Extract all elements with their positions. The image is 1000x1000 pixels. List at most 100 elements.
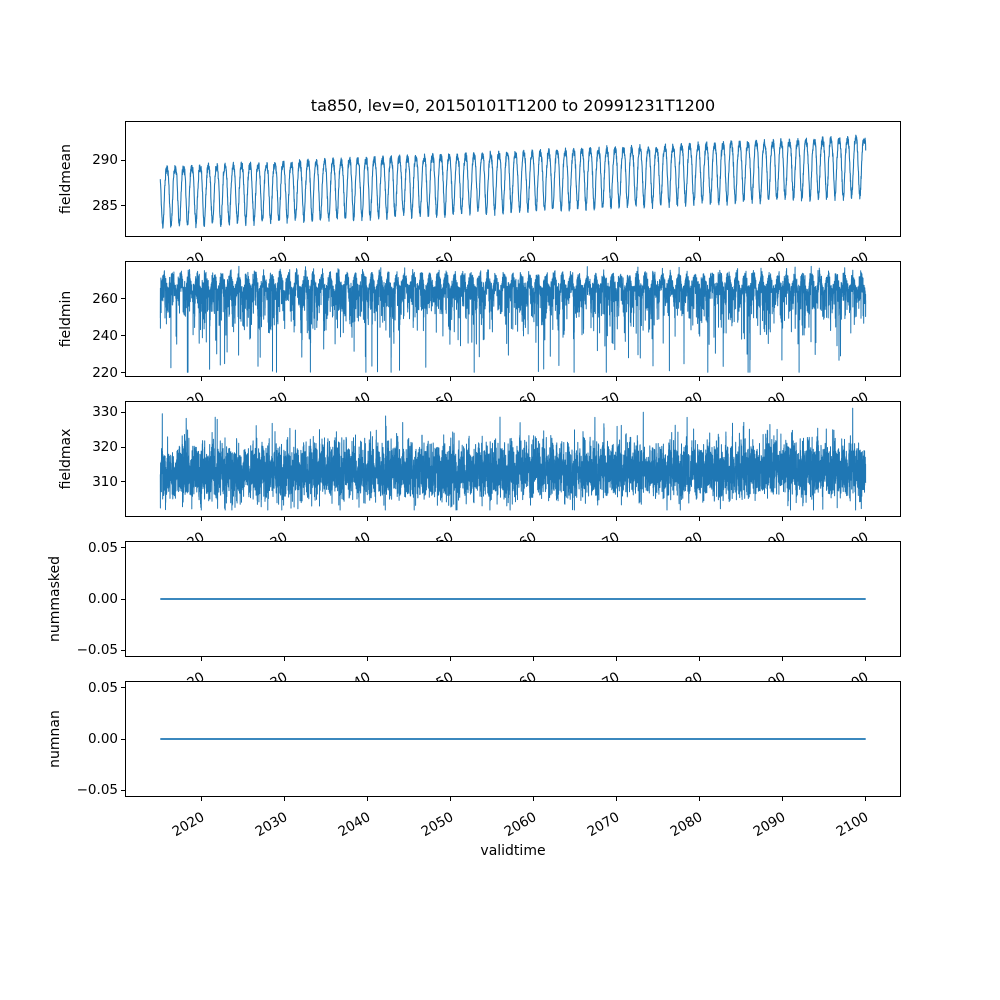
x-tickmark: [865, 797, 867, 801]
x-tick-label: 2100: [833, 249, 872, 281]
x-tickmark: [367, 237, 369, 241]
y-tick-label: −0.05: [76, 642, 118, 659]
x-tickmark: [782, 797, 784, 801]
x-tick-label: 2100: [833, 529, 872, 561]
plot-area-numnan: [160, 738, 866, 740]
x-tick-label: 2040: [336, 529, 374, 561]
x-tickmark: [699, 237, 701, 241]
y-axis-label-fieldmin: fieldmin: [58, 290, 74, 348]
axes-fieldmin: [125, 261, 901, 377]
y-tickmark: [121, 446, 125, 448]
y-tickmark: [121, 738, 125, 740]
series-line-fieldmax: [159, 407, 867, 511]
axes-nummasked: [125, 541, 901, 657]
x-tickmark: [616, 517, 618, 521]
x-tick-label: 2080: [667, 249, 706, 281]
chart-title: ta850, lev=0, 20150101T1200 to 20991231T…: [310, 96, 716, 115]
x-tick-label: 2060: [501, 389, 540, 421]
x-tickmark: [782, 517, 784, 521]
x-tick-label: 2100: [833, 669, 872, 701]
x-tick-label: 2070: [584, 669, 623, 701]
y-tick-label: 0.05: [87, 679, 118, 696]
x-tick-label: 2100: [833, 809, 872, 841]
x-tick-label: 2040: [336, 809, 374, 841]
x-tickmark: [782, 377, 784, 381]
x-tickmark: [699, 517, 701, 521]
series-line-fieldmean: [159, 134, 867, 229]
x-tickmark: [616, 797, 618, 801]
x-tick-label: 2020: [170, 389, 208, 421]
y-tick-label: 0.00: [87, 731, 118, 747]
y-tick-label: 310: [92, 473, 118, 490]
x-tick-label: 2080: [667, 529, 706, 561]
x-tickmark: [699, 797, 701, 801]
x-tick-label: 2090: [750, 809, 789, 841]
x-tickmark: [450, 657, 452, 661]
x-tick-label: 2040: [336, 249, 374, 281]
y-tick-label: 320: [92, 439, 118, 455]
x-tickmark: [450, 377, 452, 381]
x-tickmark: [367, 797, 369, 801]
y-tickmark: [121, 687, 125, 689]
x-tick-label: 2050: [419, 249, 457, 281]
x-tick-label: 2050: [419, 669, 457, 701]
x-tickmark: [450, 517, 452, 521]
x-tick-label: 2030: [253, 669, 291, 701]
x-tick-label: 2070: [584, 529, 623, 561]
x-tickmark: [533, 657, 535, 661]
x-tick-label: 2020: [170, 249, 208, 281]
x-tick-label: 2060: [501, 529, 540, 561]
y-tickmark: [121, 372, 125, 374]
plot-area-fieldmin: [159, 265, 867, 373]
x-tickmark: [201, 377, 203, 381]
x-tickmark: [616, 657, 618, 661]
x-tick-label: 2090: [750, 389, 789, 421]
x-tickmark: [533, 517, 535, 521]
x-tick-label: 2020: [170, 809, 208, 841]
x-tickmark: [699, 377, 701, 381]
x-tick-label: 2060: [501, 669, 540, 701]
x-tickmark: [616, 237, 618, 241]
y-tick-label: 0.00: [87, 591, 118, 607]
x-tickmark: [284, 377, 286, 381]
y-tickmark: [121, 159, 125, 161]
x-tickmark: [450, 797, 452, 801]
y-tick-label: 0.05: [87, 539, 118, 556]
y-tickmark: [121, 547, 125, 549]
x-tick-label: 2080: [667, 389, 706, 421]
x-tickmark: [284, 797, 286, 801]
x-tickmark: [284, 657, 286, 661]
x-tickmark: [367, 657, 369, 661]
x-tick-label: 2080: [667, 809, 706, 841]
x-tick-label: 2040: [336, 669, 374, 701]
y-tickmark: [121, 205, 125, 207]
y-tickmark: [121, 298, 125, 300]
x-tickmark: [865, 377, 867, 381]
y-axis-label-fieldmean: fieldmean: [58, 144, 74, 214]
axes-numnan: [125, 681, 901, 797]
y-tickmark: [121, 789, 125, 791]
x-tick-label: 2030: [253, 529, 291, 561]
x-tick-label: 2090: [750, 529, 789, 561]
y-tick-label: 220: [92, 364, 118, 381]
x-tickmark: [450, 237, 452, 241]
x-tick-label: 2050: [419, 809, 457, 841]
plot-area-fieldmax: [159, 407, 867, 511]
y-tickmark: [121, 411, 125, 413]
x-tickmark: [533, 237, 535, 241]
x-tick-label: 2020: [170, 669, 208, 701]
x-tickmark: [533, 797, 535, 801]
y-tickmark: [121, 649, 125, 651]
x-tick-label: 2090: [750, 669, 789, 701]
x-tickmark: [699, 657, 701, 661]
x-tick-label: 2020: [170, 529, 208, 561]
x-tick-label: 2090: [750, 249, 789, 281]
x-tickmark: [284, 517, 286, 521]
x-tick-label: 2050: [419, 389, 457, 421]
x-tickmark: [782, 657, 784, 661]
axes-fieldmean: [125, 121, 901, 237]
x-tick-label: 2080: [667, 669, 706, 701]
y-tick-label: 240: [92, 327, 118, 344]
x-tickmark: [782, 237, 784, 241]
